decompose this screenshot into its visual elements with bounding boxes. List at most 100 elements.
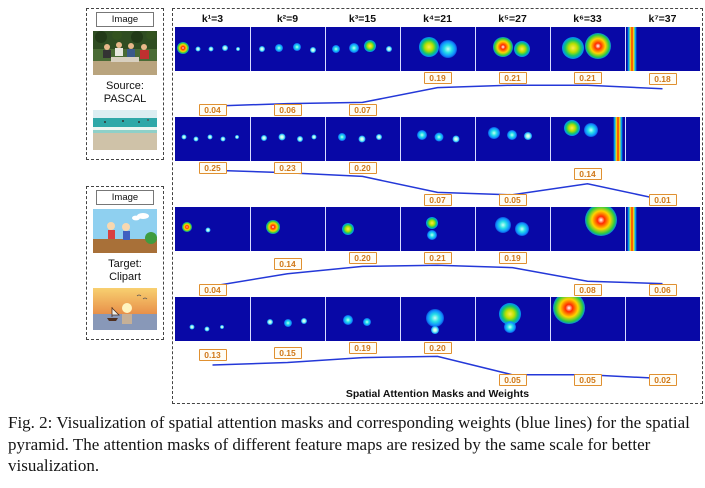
mask-hotspot — [338, 133, 347, 142]
mask-hotspot — [219, 324, 224, 329]
column-header: k²=9 — [276, 13, 299, 25]
attention-mask — [475, 297, 550, 341]
source-caption: Source: PASCAL — [104, 80, 147, 106]
attention-mask — [550, 27, 625, 71]
source-caption-line2: PASCAL — [103, 93, 147, 105]
mask-hotspot — [426, 309, 445, 328]
mask-hotspot — [514, 222, 529, 236]
weight-label: 0.18 — [648, 72, 677, 85]
mask-hotspot-stripe — [626, 27, 637, 71]
attention-mask — [400, 117, 475, 161]
mask-hotspot — [426, 216, 439, 229]
mask-hotspot — [189, 324, 194, 330]
target-panel: Image Target: Clipart — [86, 186, 164, 340]
mask-hotspot — [504, 320, 517, 333]
mask-hotspot — [431, 325, 440, 334]
weight-label: 0.05 — [498, 194, 527, 206]
attention-mask — [625, 207, 700, 251]
mask-hotspot — [562, 37, 585, 60]
mask-hotspot — [267, 318, 274, 325]
mask-hotspot — [266, 220, 281, 235]
weight-label: 0.01 — [648, 194, 677, 206]
mask-hotspot — [176, 42, 189, 55]
figure-caption: Fig. 2: Visualization of spatial attenti… — [8, 413, 690, 475]
mask-hotspot — [292, 43, 301, 52]
attention-mask — [475, 207, 550, 251]
mask-hotspot — [523, 132, 532, 141]
weight-label: 0.14 — [273, 257, 302, 270]
mask-row-3 — [175, 207, 700, 251]
mask-hotspot — [236, 47, 240, 51]
target-clipart-kids — [93, 209, 157, 253]
mask-hotspot — [205, 227, 211, 233]
mask-hotspot — [563, 120, 580, 137]
weight-label: 0.04 — [198, 104, 227, 116]
mask-hotspot — [275, 44, 284, 53]
attention-mask — [550, 297, 625, 341]
source-photo-people — [93, 31, 157, 75]
mask-hotspot — [284, 319, 292, 328]
target-caption: Target: Clipart — [108, 258, 142, 284]
attention-mask — [550, 207, 625, 251]
source-panel: Image Source: PASCAL — [86, 8, 164, 160]
weight-label: 0.25 — [198, 162, 227, 174]
mask-hotspot-stripe — [626, 207, 637, 251]
mask-hotspot — [585, 33, 612, 60]
mask-hotspot — [487, 126, 500, 139]
attention-mask — [625, 297, 700, 341]
attention-mask — [175, 297, 250, 341]
mask-row-4 — [175, 297, 700, 341]
weight-line-chart: 0.04 0.14 0.20 0.21 0.19 0.08 0.06 — [175, 251, 700, 297]
mask-hotspot — [513, 41, 530, 57]
attention-mask — [175, 117, 250, 161]
mask-hotspot — [364, 40, 377, 53]
weight-label: 0.15 — [273, 346, 302, 359]
attention-mask — [250, 27, 325, 71]
attention-mask — [550, 117, 625, 161]
target-caption-line2: Clipart — [109, 271, 141, 283]
pyramid-panel: k¹=3 k²=9 k³=15 k⁴=21 k⁵=27 k⁶=33 k⁷=37 0.04 0.… — [172, 8, 703, 404]
weight-label: 0.21 — [423, 252, 452, 264]
mask-hotspot — [195, 46, 200, 52]
weight-label: 0.07 — [348, 104, 377, 116]
mask-hotspot — [583, 123, 598, 138]
weight-label: 0.07 — [423, 194, 452, 206]
pyramid-footer: Spatial Attention Masks and Weights — [345, 388, 530, 400]
mask-hotspot — [296, 136, 303, 142]
mask-hotspot — [342, 223, 355, 235]
weight-line — [212, 264, 663, 287]
attention-mask — [400, 27, 475, 71]
target-caption-line1: Target: — [108, 258, 142, 270]
weight-label: 0.19 — [423, 72, 452, 84]
mask-hotspot — [301, 318, 308, 325]
mask-hotspot — [204, 326, 209, 332]
attention-mask — [400, 207, 475, 251]
mask-hotspot — [434, 132, 444, 142]
mask-hotspot — [343, 314, 354, 325]
mask-row-1 — [175, 27, 700, 71]
column-headers: k¹=3 k²=9 k³=15 k⁴=21 k⁵=27 k⁶=33 k⁷=37 — [175, 11, 700, 27]
mask-hotspot — [278, 133, 286, 141]
mask-hotspot — [207, 134, 212, 140]
attention-mask — [175, 207, 250, 251]
attention-mask — [325, 117, 400, 161]
mask-hotspot — [332, 45, 341, 53]
weight-line-chart: 0.25 0.23 0.20 0.07 0.05 0.14 0.01 — [175, 161, 700, 207]
mask-hotspot — [506, 129, 517, 140]
mask-hotspot — [221, 45, 228, 52]
weight-label: 0.20 — [423, 342, 452, 354]
mask-hotspot — [419, 36, 440, 57]
mask-hotspot — [220, 136, 226, 142]
attention-mask — [325, 27, 400, 71]
weight-line-chart: 0.04 0.06 0.07 0.19 0.21 0.21 0.18 — [175, 71, 700, 117]
mask-hotspot — [416, 130, 427, 141]
mask-hotspot — [492, 36, 513, 57]
weight-label: 0.06 — [273, 104, 302, 116]
mask-hotspot — [234, 135, 239, 140]
mask-hotspot — [494, 217, 511, 234]
attention-mask — [250, 207, 325, 251]
mask-and-weight-rows: 0.04 0.06 0.07 0.19 0.21 0.21 0.18 0.25 0.23 0.20… — [175, 27, 700, 387]
mask-hotspot — [585, 207, 618, 237]
mask-hotspot — [385, 46, 392, 52]
